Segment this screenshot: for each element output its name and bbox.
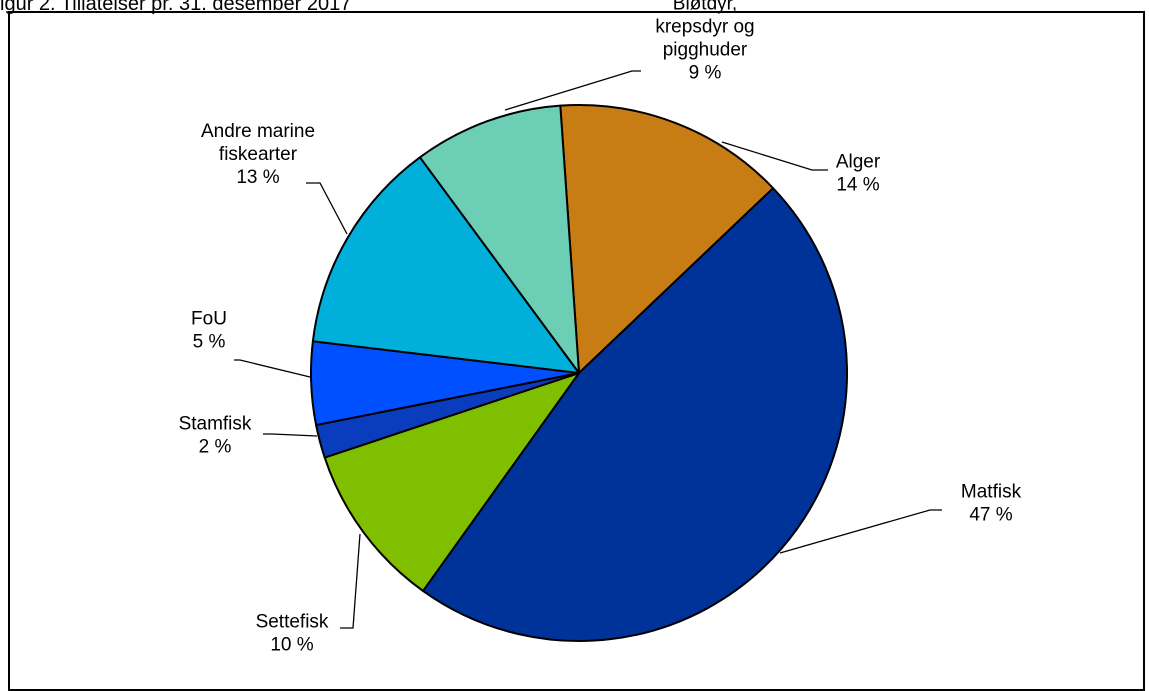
- slice-label: Bløtdyr,: [673, 0, 737, 15]
- leader-line: [263, 433, 318, 437]
- slice-label: pigghuder: [663, 40, 748, 61]
- slice-label: 2 %: [199, 437, 232, 458]
- leader-line: [721, 141, 828, 171]
- leader-line: [234, 359, 311, 378]
- slice-label: 10 %: [270, 635, 313, 656]
- slice-label: Andre marine: [201, 121, 315, 142]
- slice-label: 13 %: [236, 167, 279, 188]
- leader-line: [340, 533, 361, 629]
- pie-slice-alger: [559, 104, 775, 374]
- leader-line: [306, 182, 348, 235]
- slice-label: fiskearter: [219, 144, 298, 165]
- slice-label: krepsdyr og: [655, 17, 754, 38]
- slice-label: Alger: [836, 152, 881, 173]
- leader-line: [779, 509, 942, 554]
- leader-lines: [234, 70, 942, 629]
- slice-label: Settefisk: [256, 612, 329, 633]
- slice-label: 5 %: [193, 332, 226, 353]
- pie-slice-settefisk: [323, 372, 580, 592]
- pie-slice-andre-marine-fiskearter: [311, 156, 580, 374]
- pie-slice-bløtdyr-krepsdyr-og-pigghuder: [418, 104, 580, 374]
- pie-slice-matfisk: [421, 187, 848, 642]
- slice-label: FoU: [191, 309, 227, 330]
- leader-line: [504, 70, 641, 111]
- slice-label: 9 %: [689, 63, 722, 84]
- slice-label: Stamfisk: [179, 414, 252, 435]
- slice-label: 14 %: [836, 175, 879, 196]
- pie-slices: [310, 104, 848, 642]
- slice-label: Matfisk: [961, 482, 1022, 503]
- slice-label: 47 %: [969, 505, 1012, 526]
